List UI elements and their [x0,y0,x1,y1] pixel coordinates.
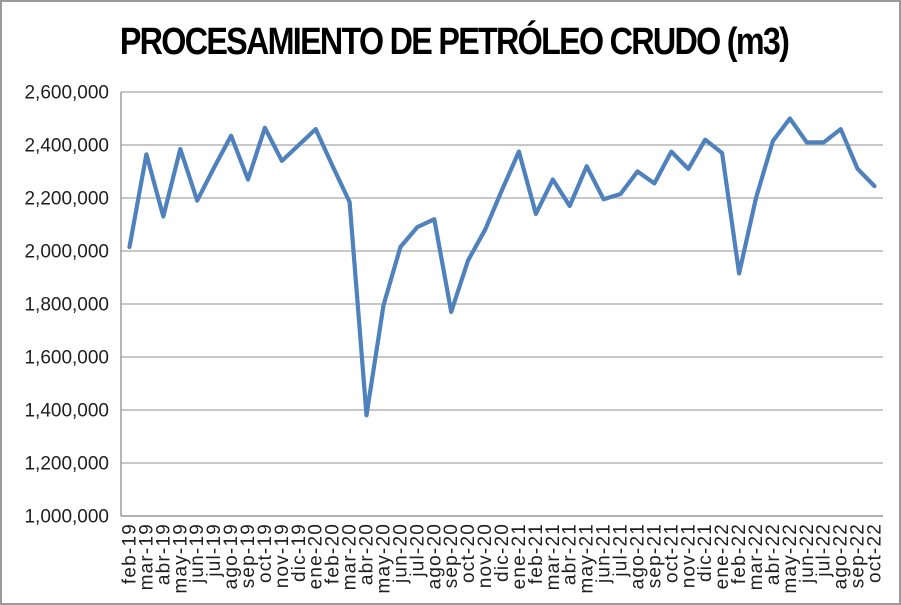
x-axis-tick-label: mar-21 [543,523,564,590]
x-axis-tick-label: abr-21 [560,523,581,585]
y-axis-tick-label: 2,600,000 [24,83,109,104]
data-series-line [127,116,877,418]
x-axis-tick-label: mar-19 [136,523,157,590]
x-axis-tick-label: dic-21 [695,523,716,582]
x-axis-tick-label: sep-21 [644,523,665,588]
x-axis-tick-label: ago-19 [221,523,242,589]
x-axis-tick-label: ago-21 [627,523,648,589]
x-axis-tick-label: ago-22 [831,523,852,589]
x-axis-tick-label: oct-21 [661,523,682,583]
x-axis-tick-label: dic-19 [289,523,310,582]
x-axis-tick-label: jun-22 [797,523,818,584]
x-axis-tick-label: jun-21 [594,523,615,584]
x-axis-tick-label: nov-20 [475,523,496,588]
y-axis-tick-label: 2,200,000 [24,189,109,210]
x-axis-tick-label: nov-19 [272,523,293,588]
x-axis-tick-label: ene-22 [712,523,733,589]
chart-title: PROCESAMIENTO DE PETRÓLEO CRUDO (m3) [120,20,788,63]
y-axis-tick-label: 1,000,000 [24,507,109,528]
x-axis-tick-label: oct-19 [255,523,276,583]
x-axis-tick-label: sep-19 [238,523,259,588]
x-axis-tick-label: ago-20 [424,523,445,589]
y-axis-tick-label: 2,000,000 [24,242,109,263]
x-axis-tick-label: jun-20 [390,523,411,584]
x-axis-tick-label: mar-20 [340,523,361,590]
x-axis-tick-label: jul-22 [814,523,835,578]
x-axis-tick-label: mar-22 [746,523,767,590]
y-axis-tick-label: 1,400,000 [24,401,109,422]
x-axis-tick-label: abr-19 [153,523,174,585]
x-axis-tick-label: oct-22 [865,523,886,583]
y-axis-tick-label: 2,400,000 [24,136,109,157]
x-axis-tick-label: jun-19 [187,523,208,584]
y-axis-tick-label: 1,200,000 [24,454,109,475]
x-axis-tick-label: may-19 [170,523,191,594]
x-axis-tick-label: may-20 [373,523,394,594]
x-axis-tick-label: nov-21 [678,523,699,588]
x-axis-tick-label: ene-21 [509,523,530,589]
x-axis-tick-label: feb-20 [323,523,344,584]
x-axis-tick-label: oct-20 [458,523,479,583]
x-axis-tick-label: dic-20 [492,523,513,582]
x-axis-tick-label: abr-22 [763,523,784,585]
y-axis-tick-label: 1,800,000 [24,295,109,316]
x-axis-tick-label: feb-21 [526,523,547,584]
x-axis-tick-label: abr-20 [357,523,378,585]
x-axis-tick-label: sep-22 [848,523,869,588]
x-axis-tick-label: jul-19 [204,523,225,578]
x-axis-tick-label: sep-20 [441,523,462,588]
plot-area: 1,000,000 1,200,000 1,400,000 1,600,000 1,80… [24,83,885,594]
x-axis-tick-label: may-21 [577,523,598,594]
x-axis-tick-label: ene-20 [306,523,327,589]
x-axis-tick-label: feb-22 [729,523,750,584]
x-axis-tick-label: jul-20 [407,523,428,578]
y-axis-tick-label: 1,600,000 [24,348,109,369]
x-axis-tick-label: feb-19 [119,523,140,584]
x-axis-tick-label: may-22 [780,523,801,594]
x-axis-tick-label: jul-21 [611,523,632,578]
